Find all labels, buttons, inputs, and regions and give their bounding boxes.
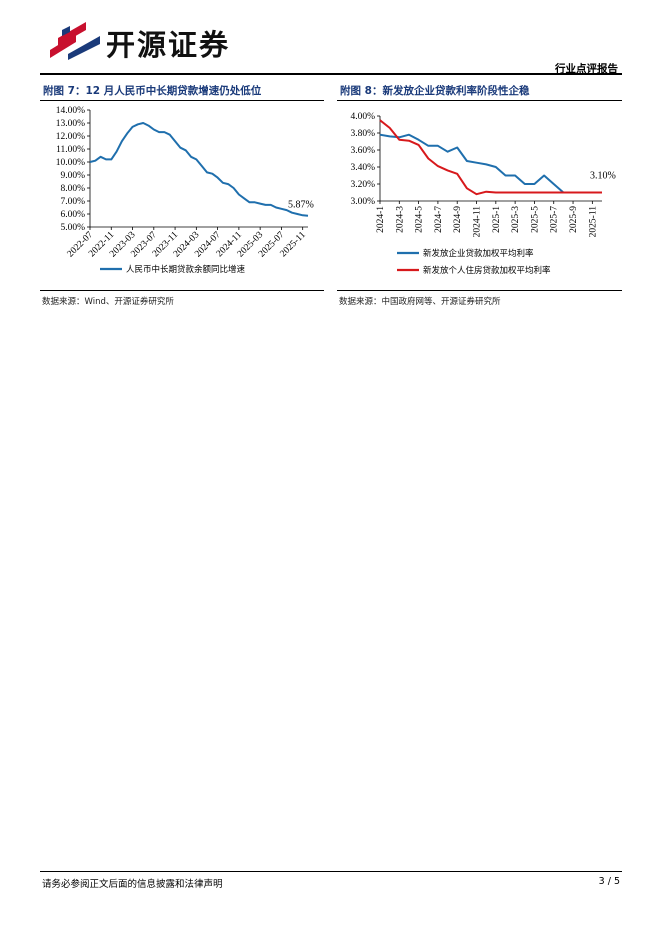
figure-8-source: 数据来源：中国政府网等、开源证券研究所 (339, 297, 501, 307)
y-tick-label: 3.60% (350, 146, 375, 156)
y-tick-label: 12.00% (56, 132, 85, 142)
value-annotation: 5.87% (288, 200, 314, 211)
brand-name: 开源证券 (106, 28, 231, 62)
x-tick-label: 2024-9 (453, 206, 463, 233)
y-tick-label: 7.00% (60, 197, 85, 207)
y-tick-label: 3.80% (350, 129, 375, 139)
y-tick-label: 9.00% (60, 171, 85, 181)
y-tick-label: 11.00% (56, 145, 85, 155)
figure-8-bottom-rule (337, 290, 622, 291)
y-tick-label: 3.40% (350, 163, 375, 173)
x-tick-label: 2025-5 (530, 206, 540, 233)
figure-8-title: 附图 8：新发放企业贷款利率阶段性企稳 (340, 85, 530, 97)
y-tick-label: 3.20% (350, 180, 375, 190)
header-divider (40, 73, 622, 75)
series-line-1 (379, 119, 602, 196)
x-tick-label: 2025-11 (588, 206, 598, 238)
x-tick-label: 2024-11 (473, 206, 483, 238)
figure-7-bottom-rule (40, 290, 324, 291)
y-tick-label: 3.00% (350, 197, 375, 207)
y-tick-label: 5.00% (60, 223, 85, 233)
figure-7-title: 附图 7：12 月人民币中长期贷款增速仍处低位 (43, 85, 262, 97)
x-tick-label: 2024-5 (415, 206, 425, 233)
footer-disclaimer: 请务必参阅正文后面的信息披露和法律声明 (42, 879, 223, 890)
figure-8-chart: 3.00% 3.20% 3.40% 3.60% 3.80% 4.00% 2024-1 2024… (350, 112, 616, 275)
x-tick-label: 2025-3 (511, 206, 521, 233)
figure-8-top-rule (337, 100, 622, 101)
x-tick-label: 2024-1 (376, 206, 386, 233)
brand-logo-icon (50, 22, 100, 60)
report-type: 行业点评报告 (555, 63, 618, 75)
legend-label-1: 新发放个人住房贷款加权平均利率 (423, 265, 551, 275)
page-number: 3 / 5 (598, 876, 620, 887)
legend-label-0: 人民币中长期贷款余额同比增速 (126, 264, 246, 274)
figure-7-source: 数据来源：Wind、开源证券研究所 (42, 297, 174, 307)
y-tick-label: 6.00% (60, 210, 85, 220)
y-tick-label: 14.00% (56, 106, 85, 116)
y-tick-label: 8.00% (60, 184, 85, 194)
figure-7-top-rule (40, 100, 324, 101)
x-tick-label: 2024-3 (395, 206, 405, 233)
y-tick-label: 10.00% (56, 158, 85, 168)
figure-7-chart: 5.00% 6.00% 7.00% 8.00% 9.00% 10.00% 11.00% 12.… (56, 106, 314, 274)
x-tick-label: 2025-9 (569, 206, 579, 233)
footer-divider (40, 871, 622, 872)
series-line-0 (89, 122, 309, 217)
value-annotation: 3.10% (590, 171, 616, 182)
y-tick-label: 13.00% (56, 119, 85, 129)
x-tick-label: 2025-7 (550, 206, 560, 233)
legend-label-0: 新发放企业贷款加权平均利率 (423, 248, 534, 258)
y-tick-label: 4.00% (350, 112, 375, 122)
x-tick-label: 2025-1 (492, 206, 502, 233)
brand-logo (46, 20, 106, 60)
x-tick-label: 2024-7 (434, 206, 444, 233)
